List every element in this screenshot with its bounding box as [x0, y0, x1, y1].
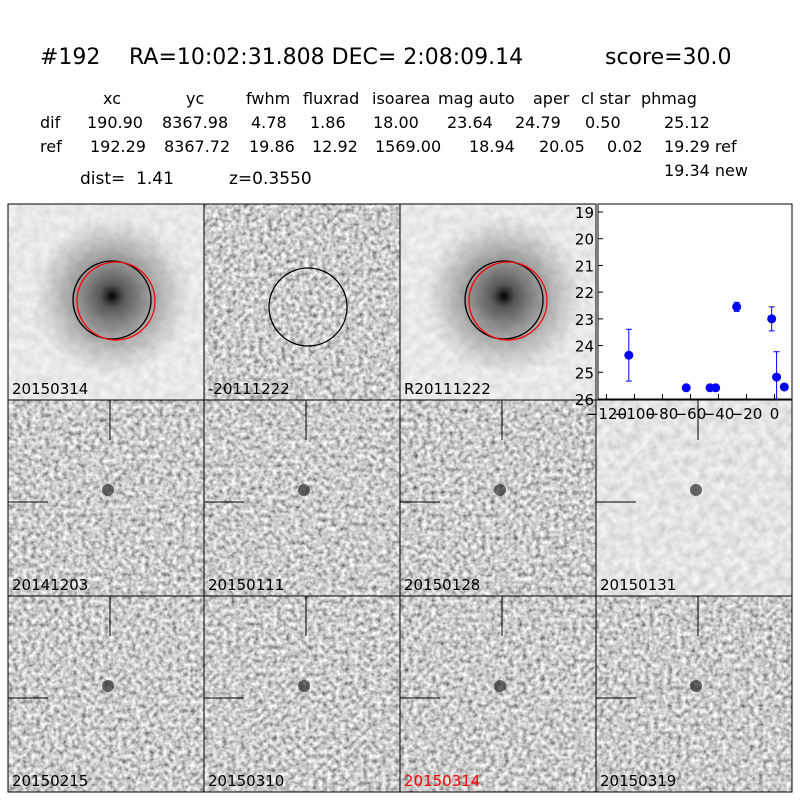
row-label: ref — [40, 137, 62, 156]
panel-label: 20150310 — [208, 772, 284, 790]
panel-label: -20111222 — [208, 380, 290, 398]
table-cell: 19.86 — [249, 137, 295, 156]
table-cell: 19.29 ref — [664, 137, 737, 156]
score: score=30.0 — [605, 45, 732, 70]
y-tick-label: 19 — [575, 204, 594, 222]
table-cell: 25.12 — [664, 113, 710, 132]
table-cell: 24.79 — [515, 113, 561, 132]
panel-label: 20150131 — [600, 576, 676, 594]
panel-label: 20150314 — [12, 380, 88, 398]
image-panel: 20150111 — [203, 399, 401, 597]
table-cell: 20.05 — [539, 137, 585, 156]
table-cell: 8367.98 — [162, 113, 228, 132]
image-panel: 20150310 — [203, 595, 401, 793]
table-cell: 4.78 — [251, 113, 287, 132]
redshift: z=0.3550 — [229, 169, 312, 189]
coords: RA=10:02:31.808 DEC= 2:08:09.14 — [129, 45, 523, 70]
table-cell: 18.94 — [469, 137, 515, 156]
image-panel: -20111222 — [203, 203, 401, 401]
column-header: fwhm — [246, 89, 290, 108]
y-tick-label: 24 — [575, 338, 594, 356]
data-point — [779, 382, 789, 392]
y-tick-label: 22 — [575, 284, 594, 302]
column-header: phmag — [641, 89, 697, 108]
table-cell: 12.92 — [312, 137, 358, 156]
image-panel: 20150314 — [7, 203, 205, 401]
y-tick-label: 20 — [575, 231, 594, 249]
x-tick-label: −120 — [586, 405, 627, 423]
image-panel: R20111222 — [399, 203, 597, 401]
table-cell: 192.29 — [90, 137, 146, 156]
y-tick-label: 26 — [575, 391, 594, 409]
image-panel: 20141203 — [7, 399, 205, 597]
panel-label: 20150319 — [600, 772, 676, 790]
data-point — [767, 314, 777, 324]
y-tick-label: 25 — [575, 364, 594, 382]
table-cell: 18.00 — [373, 113, 419, 132]
x-tick-label: −40 — [703, 405, 735, 423]
column-header: cl star — [581, 89, 631, 108]
x-tick-label: −80 — [647, 405, 679, 423]
data-point — [711, 383, 721, 393]
table-cell: 23.64 — [447, 113, 493, 132]
column-header: isoarea — [372, 89, 430, 108]
image-panel: 20150319 — [595, 595, 793, 793]
row-label: dif — [40, 113, 61, 132]
dist: dist= 1.41 — [80, 169, 174, 189]
data-point — [772, 372, 782, 382]
image-panel: 20150131 — [595, 399, 793, 597]
panel-label: 20150111 — [208, 576, 284, 594]
phmag-new: 19.34 new — [664, 161, 748, 180]
object-id: #192 — [40, 45, 100, 70]
panel-label: 20150128 — [404, 576, 480, 594]
column-header: aper — [533, 89, 570, 108]
data-point — [681, 383, 691, 393]
panels: 20150314 -20111222 R20111222 20141203 201501… — [7, 203, 793, 793]
panel-label: 20150314 — [404, 772, 480, 790]
table-cell: 190.90 — [87, 113, 143, 132]
image-panel: 20150128 — [399, 399, 597, 597]
table-cell: 0.02 — [607, 137, 643, 156]
data-points — [624, 301, 789, 399]
column-header: yc — [186, 89, 204, 108]
table-cell: 1569.00 — [375, 137, 441, 156]
x-tick-label: −60 — [675, 405, 707, 423]
panel-label: R20111222 — [404, 380, 491, 398]
panel-label: 20141203 — [12, 576, 88, 594]
y-tick-label: 21 — [575, 257, 594, 275]
table-cell: 8367.72 — [164, 137, 230, 156]
table-cell: 0.50 — [585, 113, 621, 132]
table-cell: 1.86 — [310, 113, 346, 132]
column-header: xc — [103, 89, 121, 108]
column-header: fluxrad — [303, 89, 359, 108]
data-point — [624, 350, 634, 360]
x-tick-label: 0 — [770, 405, 780, 423]
light-curve: 19 20 21 22 23 24 25 26−120−100−80−60−40−20 0 — [575, 203, 793, 423]
plot-area — [597, 203, 793, 400]
data-point — [732, 302, 742, 312]
x-tick-label: −100 — [614, 405, 655, 423]
column-header: mag auto — [438, 89, 515, 108]
x-tick-label: −20 — [731, 405, 763, 423]
image-panel: 20150314 — [399, 595, 597, 793]
y-tick-label: 23 — [575, 311, 594, 329]
panel-label: 20150215 — [12, 772, 88, 790]
image-panel: 20150215 — [7, 595, 205, 793]
